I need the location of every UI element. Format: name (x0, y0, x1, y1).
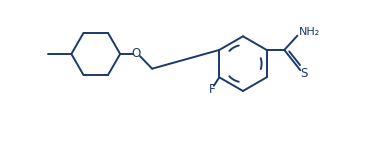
Text: F: F (208, 83, 215, 96)
Text: S: S (300, 67, 307, 80)
Text: NH₂: NH₂ (299, 27, 320, 37)
Text: O: O (132, 47, 141, 60)
